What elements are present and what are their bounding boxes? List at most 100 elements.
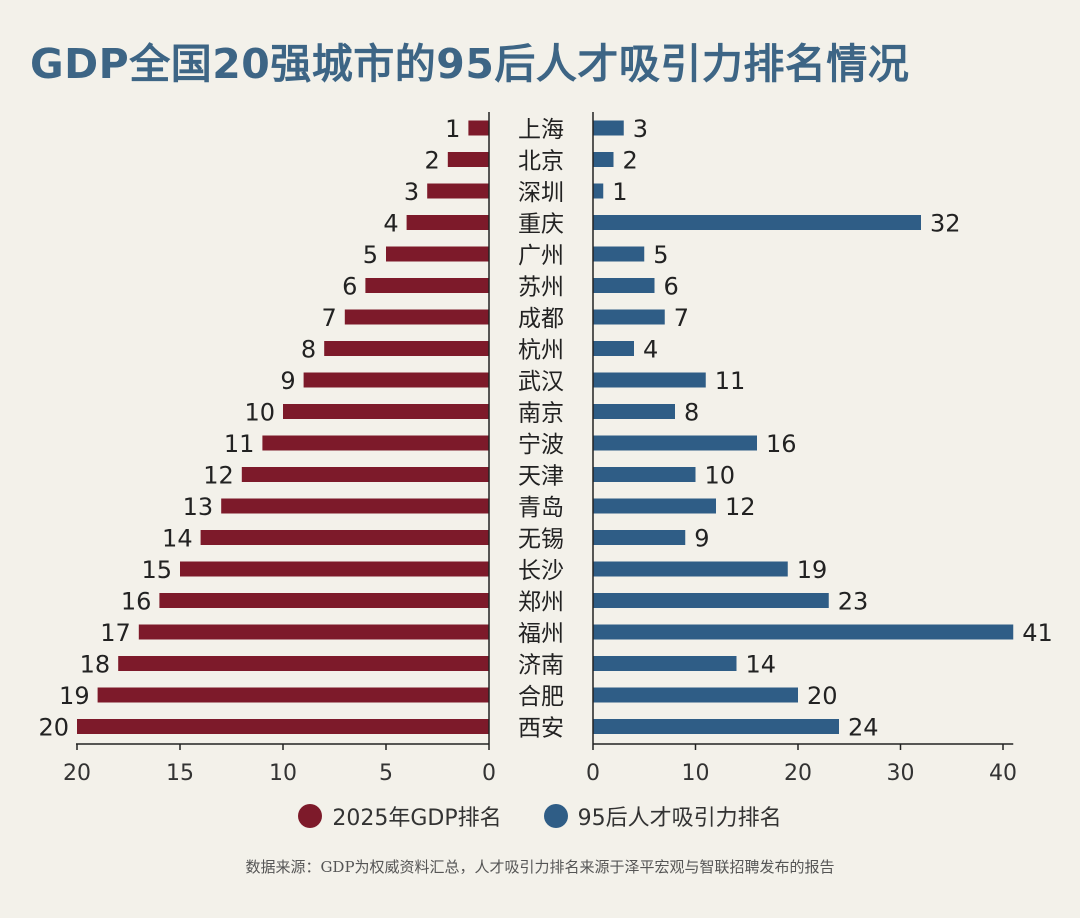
gdp-value-label: 18 — [80, 651, 111, 679]
talent-value-label: 23 — [838, 588, 869, 616]
gdp-value-label: 2 — [425, 147, 440, 175]
gdp-bar — [468, 120, 489, 136]
talent-value-label: 7 — [674, 304, 689, 332]
gdp-bar — [118, 656, 489, 671]
left-axis-tick-label: 10 — [269, 761, 297, 786]
gdp-bar — [406, 215, 489, 230]
city-label: 上海 — [518, 117, 564, 143]
city-label: 天津 — [518, 464, 564, 490]
right-axis-tick-label: 10 — [682, 761, 710, 786]
talent-bar — [593, 372, 706, 388]
right-axis-tick-label: 20 — [784, 761, 812, 786]
talent-bar — [593, 120, 624, 136]
gdp-bar — [221, 498, 489, 514]
gdp-value-label: 16 — [121, 588, 152, 616]
talent-value-label: 2 — [623, 147, 638, 175]
city-label: 西安 — [518, 716, 564, 742]
gdp-bar — [386, 246, 489, 262]
gdp-bar — [303, 372, 489, 388]
gdp-bar — [427, 183, 489, 199]
legend-dot-talent-icon — [543, 804, 568, 828]
talent-bar — [593, 152, 614, 167]
city-label: 杭州 — [518, 338, 564, 364]
talent-bar — [593, 435, 757, 451]
talent-bar — [593, 246, 645, 262]
gdp-bar — [159, 593, 489, 608]
talent-bar — [593, 309, 665, 325]
talent-value-label: 14 — [746, 651, 777, 679]
talent-value-label: 32 — [930, 210, 961, 238]
gdp-bar — [324, 341, 489, 356]
gdp-bar — [283, 404, 489, 419]
talent-bar — [593, 215, 921, 230]
city-label: 宁波 — [518, 432, 564, 458]
talent-bar — [593, 404, 675, 419]
talent-bar — [593, 593, 829, 608]
gdp-bar — [241, 467, 489, 482]
gdp-bar — [97, 687, 489, 703]
gdp-value-label: 9 — [280, 367, 295, 395]
gdp-value-label: 17 — [100, 619, 131, 647]
talent-bar — [593, 278, 655, 293]
talent-bar — [593, 624, 1014, 640]
city-label: 武汉 — [518, 369, 564, 395]
talent-bar — [593, 719, 839, 734]
city-label: 广州 — [518, 243, 564, 269]
legend-item-gdp: 2025年GDP排名 — [298, 800, 502, 832]
city-label: 长沙 — [518, 558, 564, 584]
city-label: 深圳 — [518, 180, 564, 206]
talent-value-label: 4 — [643, 336, 658, 364]
talent-value-label: 19 — [797, 556, 828, 584]
right-axis-tick-label: 30 — [887, 761, 915, 786]
city-label: 无锡 — [518, 527, 564, 553]
gdp-value-label: 12 — [203, 462, 234, 490]
city-label: 苏州 — [518, 275, 564, 301]
gdp-value-label: 14 — [162, 525, 193, 553]
legend-item-talent: 95后人才吸引力排名 — [543, 800, 782, 832]
talent-bar — [593, 467, 696, 482]
source-note: 数据来源：GDP为权威资料汇总，人才吸引力排名来源于泽平宏观与智联招聘发布的报告 — [245, 858, 835, 876]
talent-value-label: 12 — [725, 493, 756, 521]
talent-value-label: 3 — [633, 115, 648, 143]
gdp-bar — [77, 719, 489, 734]
left-axis-tick-label: 5 — [379, 761, 393, 786]
city-label: 济南 — [518, 653, 564, 679]
talent-value-label: 6 — [664, 273, 679, 301]
legend: 2025年GDP排名 95后人才吸引力排名 — [0, 800, 1080, 832]
talent-bar — [593, 341, 634, 356]
gdp-value-label: 1 — [445, 115, 460, 143]
legend-label-gdp: 2025年GDP排名 — [332, 806, 502, 831]
butterfly-chart: 1 上海 32 北京 23 深圳 14 重庆 325 广州 56 苏州 67 成都 78 杭州 49 武汉 1110… — [38, 112, 1053, 786]
talent-value-label: 9 — [694, 525, 709, 553]
legend-dot-gdp-icon — [298, 804, 323, 828]
city-label: 南京 — [518, 401, 564, 427]
city-label: 青岛 — [518, 495, 564, 521]
gdp-value-label: 4 — [383, 210, 398, 238]
talent-value-label: 10 — [705, 462, 736, 490]
gdp-bar — [262, 435, 489, 451]
gdp-value-label: 3 — [404, 178, 419, 206]
gdp-bar — [138, 624, 490, 640]
talent-value-label: 1 — [612, 178, 627, 206]
gdp-value-label: 11 — [224, 430, 255, 458]
talent-bar — [593, 687, 798, 703]
right-axis-tick-label: 0 — [586, 761, 600, 786]
city-label: 成都 — [518, 306, 564, 332]
gdp-bar — [447, 152, 489, 167]
talent-value-label: 5 — [653, 241, 668, 269]
left-axis-tick-label: 0 — [482, 761, 496, 786]
legend-label-talent: 95后人才吸引力排名 — [577, 806, 782, 831]
talent-bar — [593, 530, 686, 545]
gdp-value-label: 13 — [183, 493, 214, 521]
gdp-value-label: 20 — [38, 714, 69, 742]
gdp-value-label: 5 — [363, 241, 378, 269]
gdp-bar — [344, 309, 489, 325]
talent-value-label: 16 — [766, 430, 797, 458]
gdp-value-label: 10 — [244, 399, 275, 427]
talent-bar — [593, 561, 788, 577]
talent-value-label: 11 — [715, 367, 746, 395]
gdp-value-label: 8 — [301, 336, 316, 364]
right-axis-tick-label: 40 — [989, 761, 1017, 786]
gdp-value-label: 6 — [342, 273, 357, 301]
city-label: 福州 — [518, 621, 564, 647]
